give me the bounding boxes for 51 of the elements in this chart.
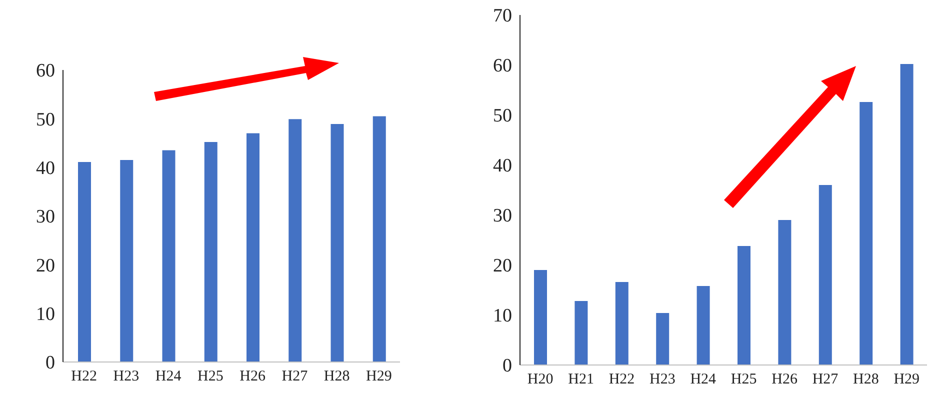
y-tick-label: 10 [493, 306, 512, 327]
y-tick-label: 50 [36, 109, 55, 130]
bar [204, 142, 218, 362]
bar [738, 246, 750, 365]
x-tick-label: H22 [71, 368, 97, 385]
bar [246, 133, 260, 362]
y-tick-label: 20 [493, 256, 512, 277]
bar [615, 282, 628, 365]
y-tick-label: 40 [36, 158, 55, 180]
x-tick-label: H25 [730, 372, 757, 388]
x-tick-label: H25 [198, 368, 224, 385]
x-tick-label: H28 [853, 372, 879, 388]
y-tick-label: 30 [36, 206, 55, 228]
bar [534, 270, 547, 365]
x-tick-label: H23 [650, 372, 676, 388]
y-tick-label: 30 [493, 206, 512, 227]
bar [900, 64, 914, 365]
x-tick-label: H27 [282, 368, 308, 385]
x-tick-label: H27 [812, 372, 839, 388]
bar [288, 119, 302, 362]
bar [860, 102, 873, 365]
y-tick-label: 50 [493, 106, 512, 127]
x-tick-label: H28 [324, 368, 350, 385]
x-tick-label: H29 [894, 372, 920, 388]
bar [162, 150, 176, 362]
y-tick-label: 0 [502, 356, 512, 377]
x-tick-label: H24 [155, 368, 182, 385]
bar [778, 220, 792, 365]
y-tick-label: 60 [36, 60, 55, 82]
x-tick-label: H23 [113, 368, 140, 385]
bar [372, 116, 386, 362]
y-tick-label: 0 [46, 352, 55, 374]
y-tick-label: 70 [493, 6, 512, 27]
bar [818, 185, 832, 365]
bar [330, 124, 344, 362]
bar [656, 313, 670, 365]
y-tick-label: 20 [36, 255, 55, 276]
bar [696, 286, 710, 365]
bar [78, 162, 91, 362]
x-tick-label: H21 [568, 372, 594, 388]
y-tick-label: 40 [493, 156, 512, 177]
x-tick-label: H22 [608, 372, 635, 388]
x-tick-label: H20 [527, 372, 554, 388]
y-tick-label: 10 [36, 304, 55, 326]
x-tick-label: H26 [772, 372, 798, 388]
bar [574, 301, 588, 365]
bar [120, 160, 134, 362]
x-tick-label: H29 [366, 368, 392, 385]
x-tick-label: H26 [240, 368, 266, 385]
y-tick-label: 60 [493, 56, 512, 77]
x-tick-label: H24 [690, 372, 717, 388]
